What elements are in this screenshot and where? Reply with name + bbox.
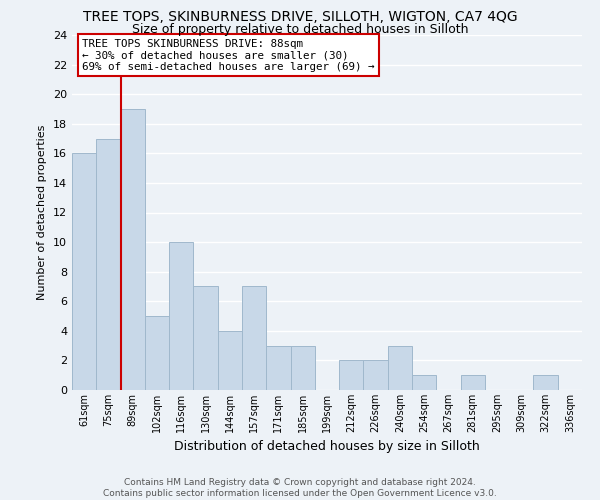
Bar: [461, 375, 485, 390]
Bar: [533, 375, 558, 390]
Bar: [218, 331, 242, 390]
Bar: [364, 360, 388, 390]
Bar: [72, 154, 96, 390]
Text: Contains HM Land Registry data © Crown copyright and database right 2024.
Contai: Contains HM Land Registry data © Crown c…: [103, 478, 497, 498]
Bar: [388, 346, 412, 390]
Bar: [339, 360, 364, 390]
Bar: [412, 375, 436, 390]
Text: TREE TOPS SKINBURNESS DRIVE: 88sqm
← 30% of detached houses are smaller (30)
69%: TREE TOPS SKINBURNESS DRIVE: 88sqm ← 30%…: [82, 38, 374, 72]
Bar: [145, 316, 169, 390]
X-axis label: Distribution of detached houses by size in Silloth: Distribution of detached houses by size …: [174, 440, 480, 454]
Text: Size of property relative to detached houses in Silloth: Size of property relative to detached ho…: [132, 22, 468, 36]
Bar: [266, 346, 290, 390]
Bar: [242, 286, 266, 390]
Text: TREE TOPS, SKINBURNESS DRIVE, SILLOTH, WIGTON, CA7 4QG: TREE TOPS, SKINBURNESS DRIVE, SILLOTH, W…: [83, 10, 517, 24]
Bar: [121, 109, 145, 390]
Bar: [193, 286, 218, 390]
Bar: [96, 138, 121, 390]
Bar: [169, 242, 193, 390]
Bar: [290, 346, 315, 390]
Y-axis label: Number of detached properties: Number of detached properties: [37, 125, 47, 300]
